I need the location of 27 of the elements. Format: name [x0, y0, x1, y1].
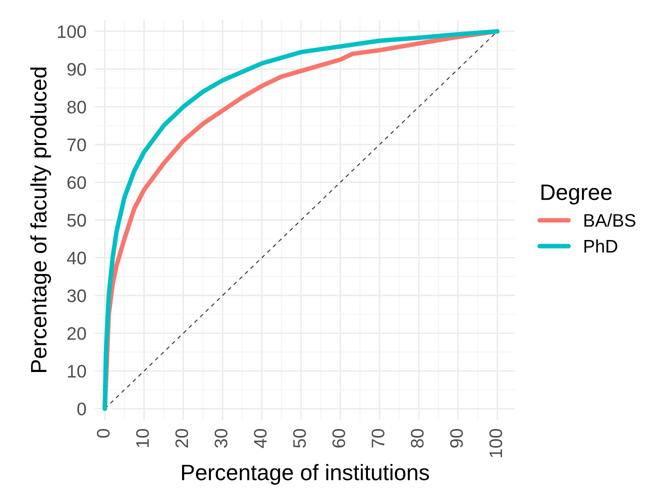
y-tick-label: 10 [68, 364, 86, 378]
x-tick-label: 50 [293, 429, 306, 448]
x-tick-label: 20 [175, 429, 188, 448]
x-tick-label: 10 [136, 429, 149, 448]
legend-title: Degree [541, 184, 612, 204]
y-tick-label: 40 [67, 252, 86, 264]
x-tick-label: 90 [450, 429, 463, 448]
y-tick-label: 30 [67, 289, 86, 302]
y-tick-label: 50 [67, 214, 86, 227]
y-axis-title: Percentage of faculty produced [30, 68, 51, 372]
x-tick-label: 0 [96, 429, 110, 438]
x-tick-label: 100 [489, 429, 502, 458]
x-axis-title: Percentage of institutions [182, 464, 429, 485]
legend-label: PhD [584, 239, 618, 252]
y-tick-label: 80 [67, 100, 86, 114]
x-tick-label: 60 [332, 429, 346, 448]
x-tick-label: 40 [254, 429, 267, 448]
y-tick-label: 0 [77, 402, 86, 416]
y-tick-label: 100 [58, 25, 86, 38]
legend-label: BA/BS [584, 214, 636, 227]
y-tick-label: 70 [68, 138, 86, 152]
x-tick-label: 30 [214, 429, 228, 448]
y-tick-label: 60 [68, 176, 86, 189]
x-tick-label: 80 [410, 429, 424, 448]
y-tick-label: 90 [67, 62, 86, 76]
x-tick-label: 70 [372, 429, 384, 448]
y-tick-label: 20 [67, 327, 86, 340]
